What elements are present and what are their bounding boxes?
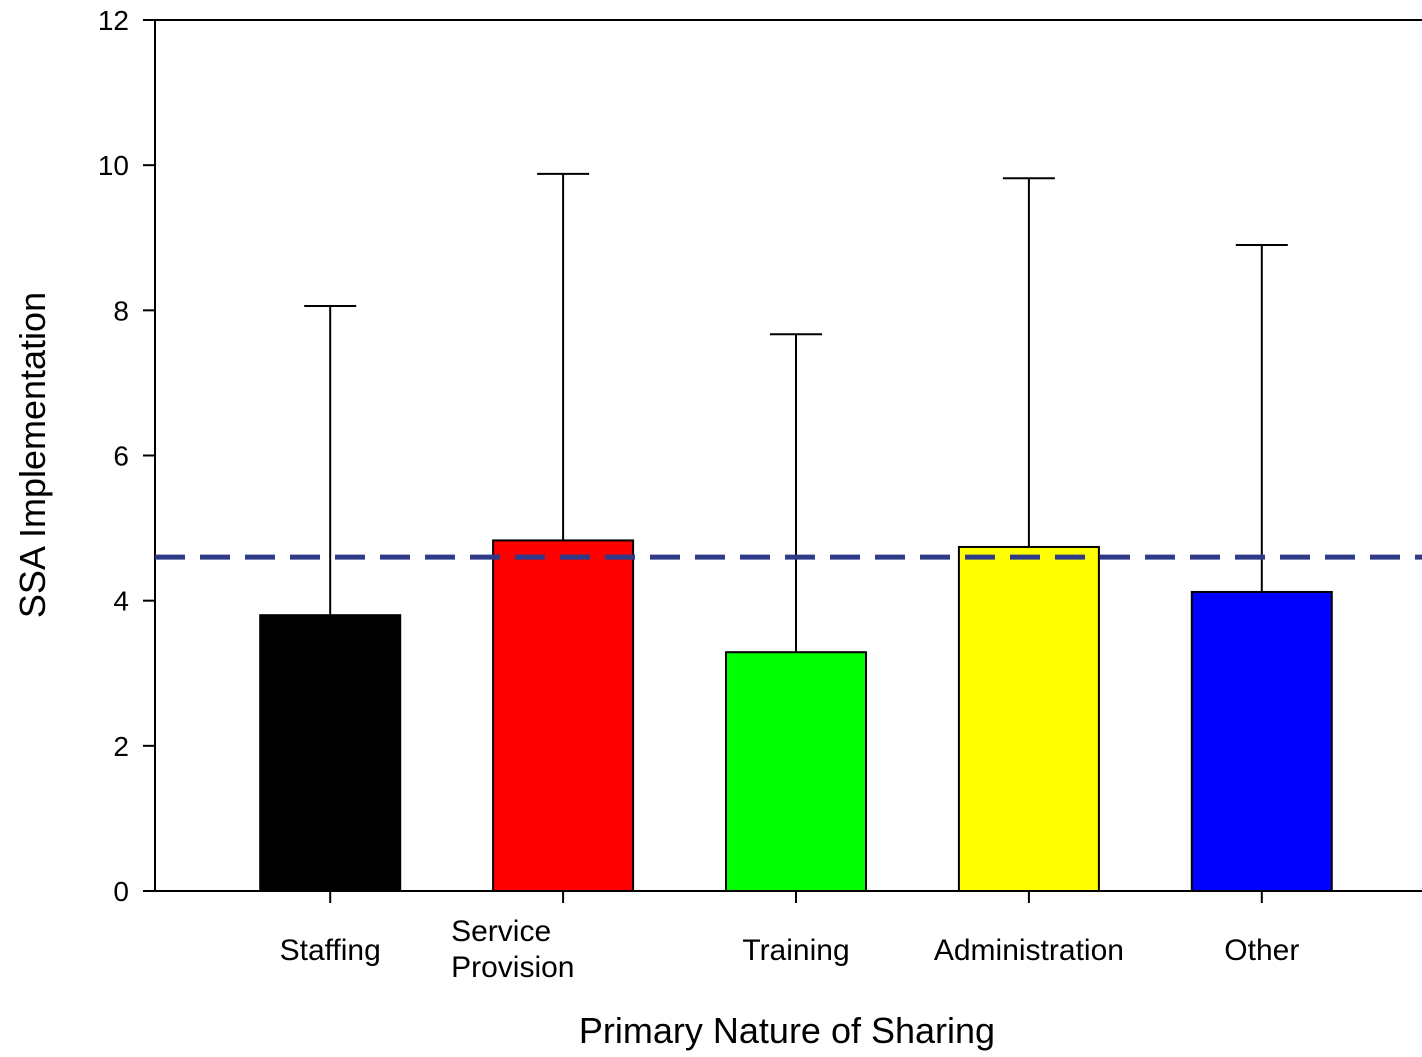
y-ticks: 0 2 4 6 8 10 12 — [98, 5, 155, 907]
x-category-label: Other — [1224, 934, 1299, 967]
error-bars — [304, 172, 1288, 653]
x-category-label: Staffing — [280, 934, 381, 967]
y-tick-label: 6 — [113, 441, 129, 472]
y-axis-title: SSA Implementation — [12, 292, 53, 618]
x-category-label: Service — [451, 915, 551, 948]
y-tick-label: 8 — [113, 295, 129, 326]
y-tick-label: 0 — [113, 876, 129, 907]
x-category-label: Training — [742, 934, 849, 967]
y-tick-label: 12 — [98, 5, 129, 36]
y-tick-label: 2 — [113, 731, 129, 762]
bars — [259, 539, 1333, 893]
y-tick-label: 10 — [98, 150, 129, 181]
x-axis-title: Primary Nature of Sharing — [579, 1010, 995, 1051]
bar — [957, 545, 1100, 893]
x-category-label: Administration — [934, 934, 1124, 967]
bar — [492, 539, 635, 892]
y-tick-label: 4 — [113, 586, 129, 617]
x-category-label: Provision — [451, 951, 574, 984]
bar — [1190, 590, 1333, 892]
bar — [725, 651, 867, 892]
bar — [259, 614, 402, 893]
